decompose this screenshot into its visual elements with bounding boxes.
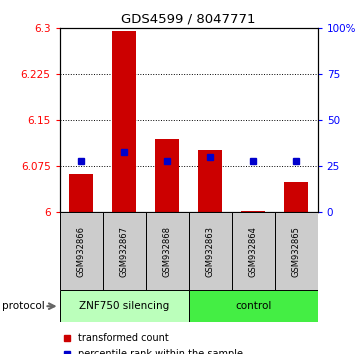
Bar [198, 150, 222, 212]
Title: GDS4599 / 8047771: GDS4599 / 8047771 [121, 13, 256, 26]
Bar [275, 212, 318, 290]
Text: percentile rank within the sample: percentile rank within the sample [78, 349, 243, 354]
Text: GSM932865: GSM932865 [292, 226, 301, 277]
Bar [60, 212, 103, 290]
Bar [60, 290, 188, 322]
Text: GSM932864: GSM932864 [249, 226, 258, 277]
Text: GSM932866: GSM932866 [77, 226, 86, 277]
Text: protocol: protocol [3, 301, 45, 311]
Bar [155, 139, 179, 212]
Text: GSM932863: GSM932863 [206, 226, 215, 277]
Bar [241, 211, 265, 212]
Bar [145, 212, 188, 290]
Bar [284, 182, 308, 212]
Bar [188, 212, 232, 290]
Bar [103, 212, 145, 290]
Bar [188, 290, 318, 322]
Bar [112, 32, 136, 212]
Text: control: control [235, 301, 271, 311]
Bar [232, 212, 275, 290]
Text: ZNF750 silencing: ZNF750 silencing [79, 301, 169, 311]
Text: transformed count: transformed count [78, 333, 168, 343]
Bar [69, 175, 93, 212]
Text: GSM932868: GSM932868 [162, 226, 171, 277]
Text: GSM932867: GSM932867 [119, 226, 129, 277]
